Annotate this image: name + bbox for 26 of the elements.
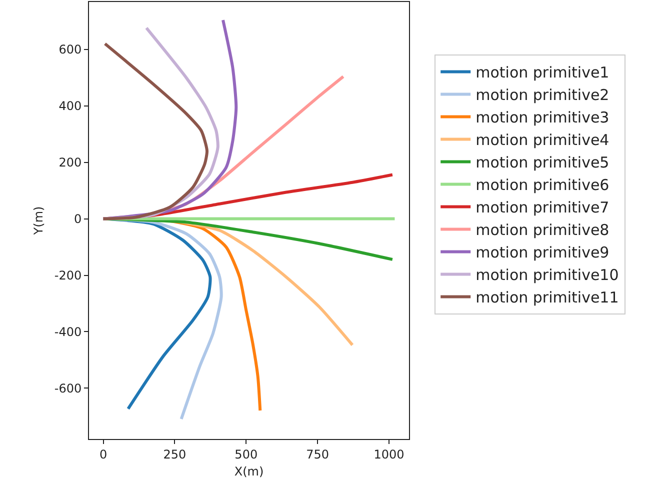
y-tick-label: -600 — [54, 381, 82, 396]
x-tick-label: 1000 — [374, 447, 404, 462]
legend-label: motion primitive1 — [476, 64, 610, 82]
line-series — [102, 42, 208, 220]
legend-label: motion primitive7 — [476, 198, 610, 217]
legend-label: motion primitive10 — [476, 266, 619, 284]
legend-label: motion primitive11 — [476, 288, 619, 307]
y-tick-label: -200 — [54, 268, 82, 282]
x-tick-label: 0 — [99, 447, 108, 462]
legend-label: motion primitive3 — [476, 108, 610, 127]
y-tick-label: 200 — [58, 156, 82, 170]
y-tick-label: 600 — [58, 42, 82, 57]
legend-label: motion primitive5 — [476, 154, 610, 172]
x-tick-label: 500 — [234, 447, 258, 462]
y-tick-label: -400 — [54, 324, 82, 339]
y-axis-title: Y(m) — [32, 206, 46, 236]
x-tick-label: 750 — [306, 447, 330, 462]
x-axis-title: X(m) — [234, 464, 264, 478]
legend-label: motion primitive8 — [476, 221, 610, 240]
y-tick-label: 0 — [74, 212, 82, 226]
legend-label: motion primitive9 — [476, 244, 610, 262]
y-tick-label: 400 — [58, 99, 82, 114]
legend-label: motion primitive4 — [476, 131, 610, 150]
legend-label: motion primitive6 — [476, 176, 610, 194]
x-tick-label: 250 — [163, 447, 186, 462]
legend-label: motion primitive2 — [476, 86, 610, 104]
